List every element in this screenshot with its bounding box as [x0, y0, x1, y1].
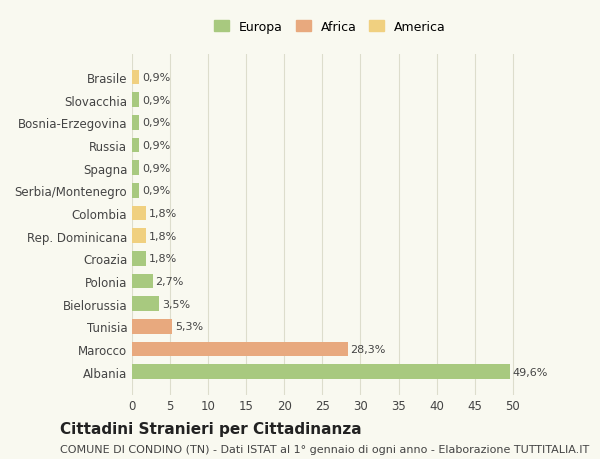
Bar [132, 364, 510, 379]
Text: 49,6%: 49,6% [513, 367, 548, 377]
Legend: Europa, Africa, America: Europa, Africa, America [211, 17, 449, 38]
Text: 1,8%: 1,8% [149, 208, 177, 218]
Bar [132, 116, 139, 130]
Bar [132, 274, 152, 289]
Bar [132, 229, 146, 244]
Bar [132, 206, 146, 221]
Text: 0,9%: 0,9% [142, 95, 170, 106]
Text: 1,8%: 1,8% [149, 231, 177, 241]
Text: 0,9%: 0,9% [142, 118, 170, 128]
Text: 0,9%: 0,9% [142, 141, 170, 151]
Text: Cittadini Stranieri per Cittadinanza: Cittadini Stranieri per Cittadinanza [60, 421, 362, 436]
Bar [132, 138, 139, 153]
Text: COMUNE DI CONDINO (TN) - Dati ISTAT al 1° gennaio di ogni anno - Elaborazione TU: COMUNE DI CONDINO (TN) - Dati ISTAT al 1… [60, 444, 589, 454]
Text: 3,5%: 3,5% [162, 299, 190, 309]
Text: 0,9%: 0,9% [142, 186, 170, 196]
Bar [132, 93, 139, 108]
Text: 5,3%: 5,3% [175, 322, 203, 332]
Text: 0,9%: 0,9% [142, 73, 170, 83]
Bar [132, 252, 146, 266]
Bar [132, 342, 347, 357]
Text: 28,3%: 28,3% [350, 344, 386, 354]
Bar [132, 319, 172, 334]
Text: 2,7%: 2,7% [155, 276, 184, 286]
Text: 0,9%: 0,9% [142, 163, 170, 174]
Bar [132, 184, 139, 198]
Text: 1,8%: 1,8% [149, 254, 177, 264]
Bar [132, 161, 139, 176]
Bar [132, 297, 158, 312]
Bar [132, 71, 139, 85]
